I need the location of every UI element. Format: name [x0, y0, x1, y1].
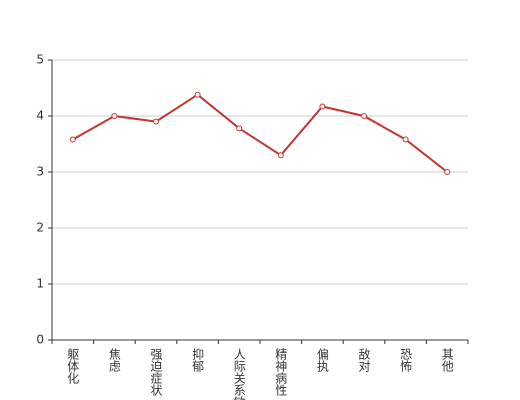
point: [194, 91, 201, 98]
point: [402, 136, 409, 143]
y-tick-label: 4: [36, 109, 44, 123]
y-tick-label: 2: [36, 221, 44, 235]
point: [236, 125, 243, 132]
point: [319, 103, 326, 110]
point: [69, 136, 76, 143]
point: [111, 113, 118, 119]
x-tick-label: 偏执: [315, 347, 329, 373]
y-tick-label: 3: [36, 165, 44, 179]
y-tick-label: 5: [36, 53, 44, 67]
x-tick-label: 抑郁: [191, 347, 205, 373]
line: [72, 93, 448, 173]
y-tick-label: 0: [36, 333, 44, 347]
point: [361, 113, 367, 119]
point: [153, 118, 159, 125]
x-tick-label: 强迫症状: [149, 348, 163, 396]
x-tick-label: 人际关系敏感: [232, 348, 246, 400]
point: [277, 152, 284, 159]
x-tick-label: 敌对: [357, 347, 371, 372]
x-tick-label: 躯体化: [66, 347, 80, 385]
x-tick-label: 精神病性: [274, 348, 288, 397]
x-tick-label: 恐怖: [399, 348, 413, 372]
x-tick-label: 焦虑: [107, 348, 121, 372]
y-tick-label: 1: [36, 277, 44, 291]
x-tick-label: 其他: [440, 348, 454, 372]
point: [444, 169, 451, 175]
